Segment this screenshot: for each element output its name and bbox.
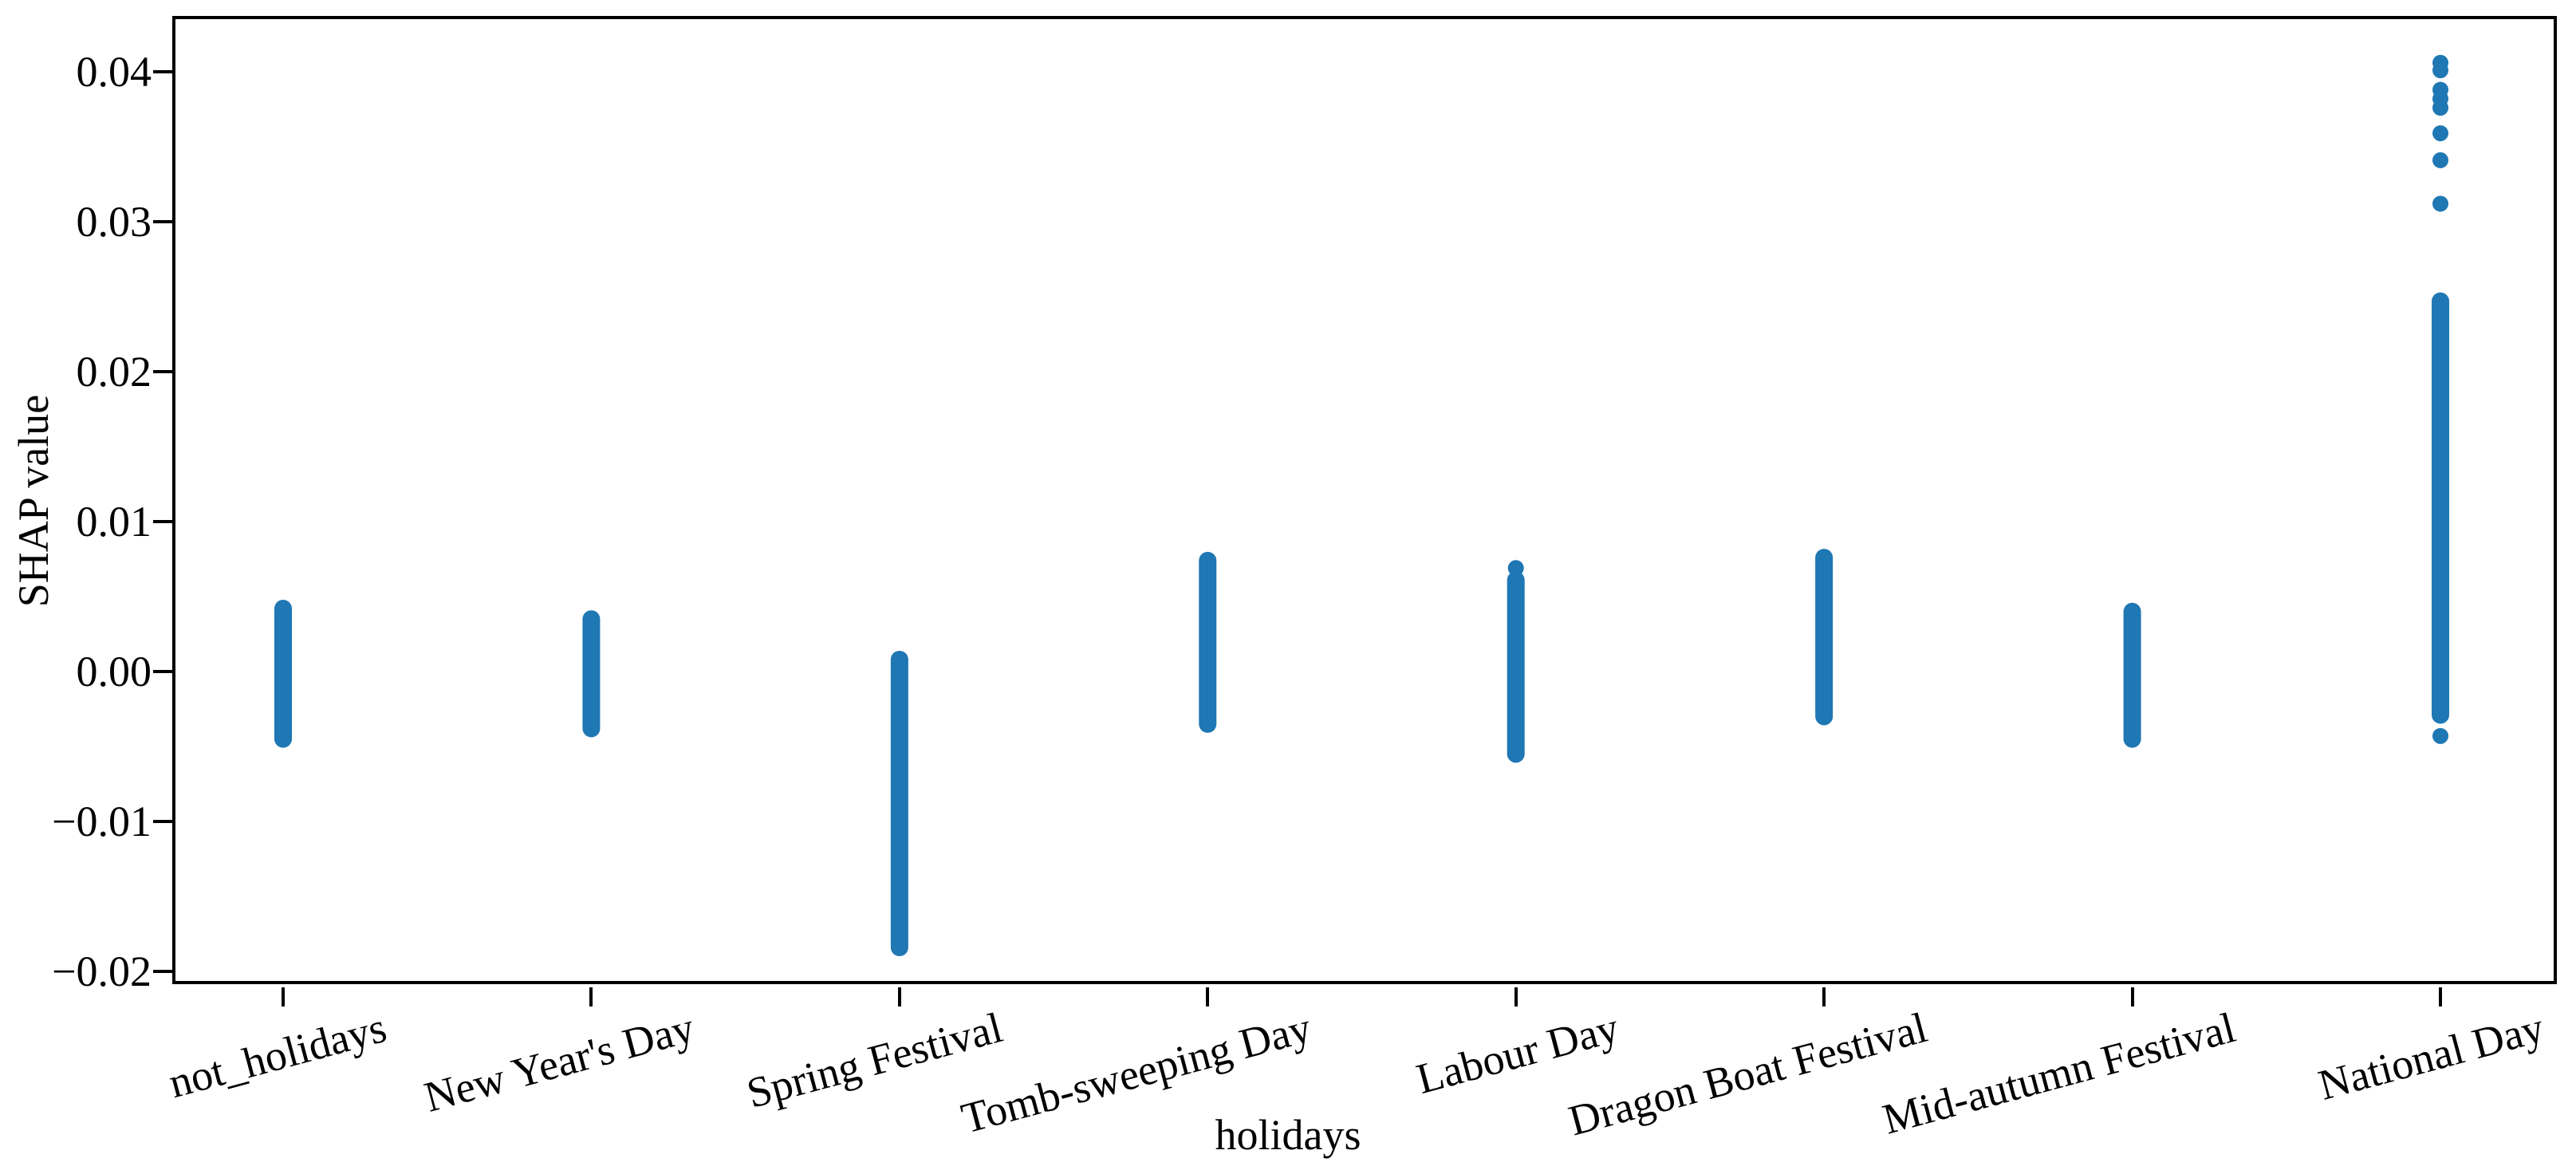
y-tick-mark: [153, 520, 172, 523]
y-tick-label: −0.01: [52, 798, 152, 845]
x-tick-mark: [2130, 987, 2134, 1006]
data-point: [2432, 62, 2449, 79]
strip-labour-day: [1507, 560, 1525, 763]
scatter-points-layer: [274, 54, 2450, 956]
data-point: [1507, 560, 1524, 577]
data-point: [2432, 125, 2449, 142]
x-axis-title: holidays: [1215, 1111, 1361, 1159]
data-point: [2432, 195, 2449, 212]
y-tick-label: 0.04: [76, 48, 152, 96]
x-tick-label: not_holidays: [163, 1003, 392, 1108]
y-tick-label: 0.02: [76, 348, 152, 396]
data-point: [2432, 152, 2449, 168]
y-tick-label: −0.02: [52, 947, 152, 995]
data-point: [2432, 100, 2449, 116]
strip-national-day: [2432, 54, 2450, 744]
y-tick-label: 0.00: [76, 648, 152, 695]
y-tick-label: 0.01: [76, 498, 152, 546]
x-tick-mark: [1206, 987, 1210, 1006]
y-tick-mark: [153, 370, 172, 373]
data-point: [2432, 727, 2449, 744]
y-tick-mark: [153, 70, 172, 73]
plot-area: [172, 16, 2557, 984]
x-tick-mark: [282, 987, 285, 1006]
x-tick-label: Labour Day: [1412, 1003, 1625, 1104]
y-tick-label: 0.03: [76, 198, 152, 246]
x-tick-mark: [1822, 987, 1826, 1006]
x-tick-label: National Day: [2313, 1003, 2549, 1109]
x-tick-mark: [897, 987, 901, 1006]
x-tick-mark: [2439, 987, 2442, 1006]
y-tick-mark: [153, 970, 172, 973]
x-tick-label: New Year's Day: [419, 1003, 699, 1121]
y-tick-mark: [153, 670, 172, 673]
x-tick-mark: [589, 987, 593, 1006]
x-tick-mark: [1514, 987, 1518, 1006]
y-tick-mark: [153, 820, 172, 823]
y-tick-mark: [153, 220, 172, 223]
